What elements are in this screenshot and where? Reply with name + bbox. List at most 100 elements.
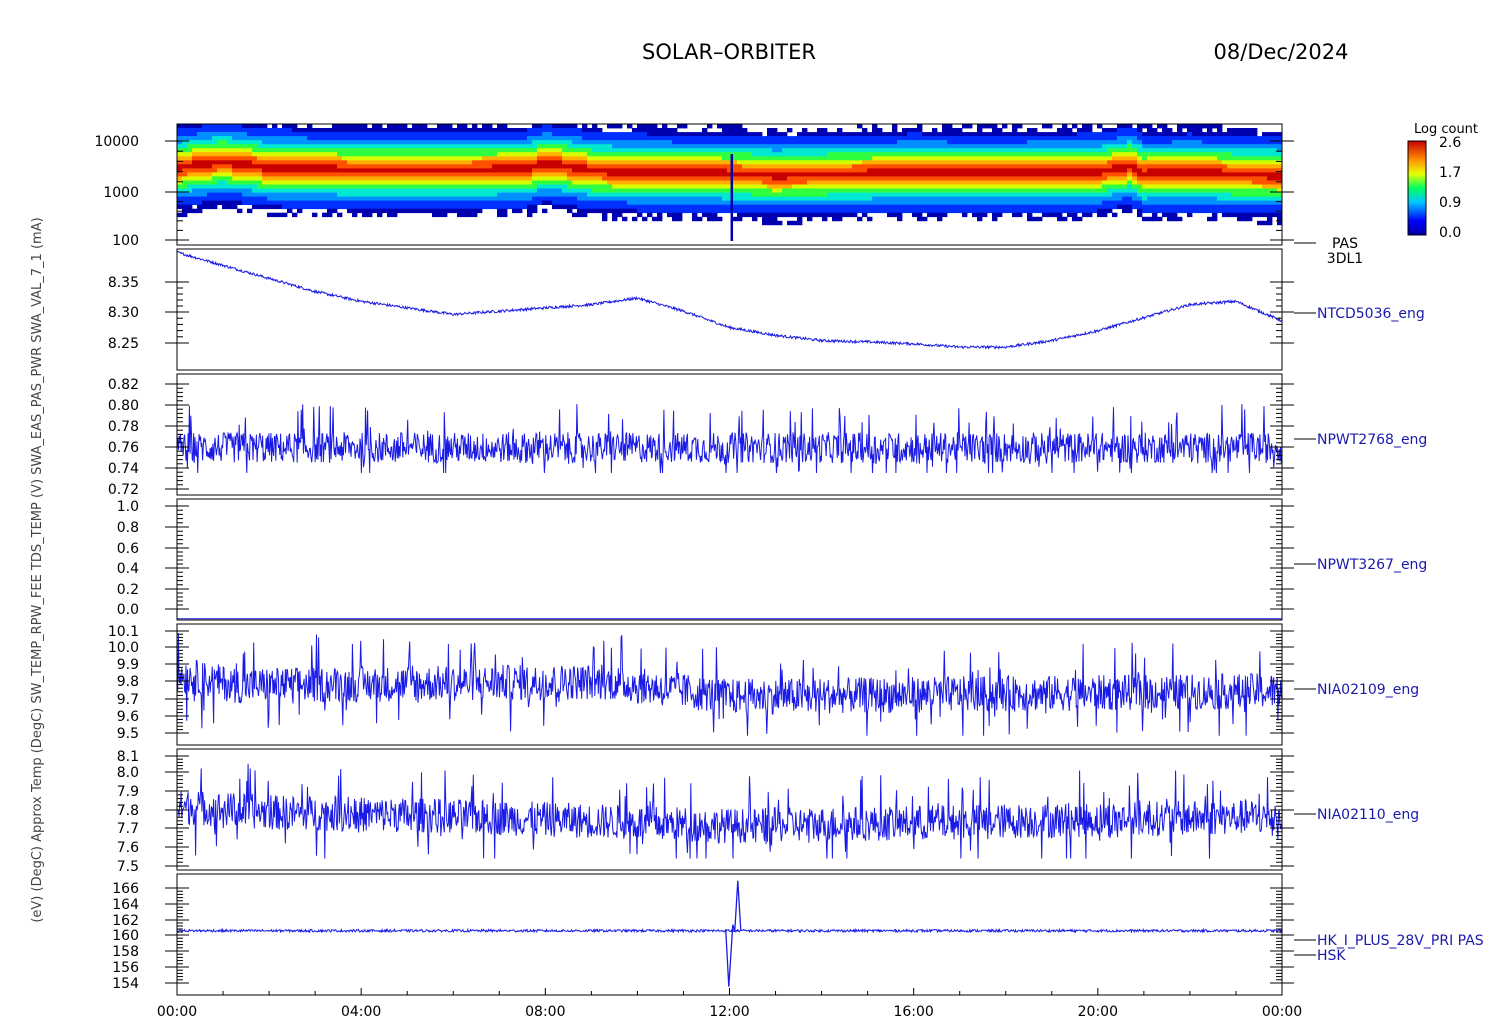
spectrogram-cell [1252, 140, 1258, 145]
spectrogram-cell [307, 196, 313, 201]
spectrogram-cell [422, 176, 428, 181]
spectrogram-cell [547, 192, 553, 197]
spectrogram-cell [822, 168, 828, 173]
spectrogram-cell [437, 148, 443, 153]
spectrogram-cell [922, 200, 928, 205]
spectrogram-cell [1022, 208, 1028, 214]
spectrogram-cell [1172, 160, 1178, 165]
spectrogram-cell [1272, 148, 1278, 153]
spectrogram-cell [1152, 176, 1158, 181]
spectrogram-cell [1007, 204, 1013, 210]
spectrogram-cell [637, 192, 643, 197]
spectrogram-cell [477, 180, 483, 185]
spectrogram-cell [857, 156, 863, 161]
spectrogram-cell [792, 220, 798, 226]
spectrogram-cell [512, 156, 518, 161]
spectrogram-cell [677, 192, 683, 197]
spectrogram-cell [247, 136, 253, 141]
spectrogram-cell [502, 156, 508, 161]
spectrogram-cell [577, 168, 583, 173]
spectrogram-cell [1127, 124, 1133, 129]
spectrogram-cell [782, 136, 788, 141]
spectrogram-cell [1147, 144, 1153, 149]
spectrogram-cell [812, 144, 818, 149]
spectrogram-cell [972, 164, 978, 169]
spectrogram-cell [292, 204, 298, 210]
spectrogram-cell [817, 156, 823, 161]
spectrogram-cell [192, 196, 198, 201]
spectrogram-cell [362, 208, 368, 214]
spectrogram-cell [1017, 124, 1023, 129]
spectrogram-cell [602, 156, 608, 161]
spectrogram-cell [582, 208, 588, 214]
spectrogram-cell [497, 160, 503, 165]
spectrogram-cell [387, 144, 393, 149]
spectrogram-cell [447, 176, 453, 181]
spectrogram-cell [567, 136, 573, 141]
spectrogram-cell [367, 128, 373, 133]
spectrogram-cell [762, 220, 768, 226]
spectrogram-cell [952, 128, 958, 133]
spectrogram-cell [287, 200, 293, 205]
spectrogram-cell [522, 172, 528, 177]
spectrogram-cell [242, 192, 248, 197]
spectrogram-cell [622, 176, 628, 181]
spectrogram-cell [647, 200, 653, 205]
spectrogram-cell [1162, 184, 1168, 189]
spectrogram-cell [572, 192, 578, 197]
spectrogram-cell [432, 196, 438, 201]
spectrogram-cell [1157, 188, 1163, 193]
spectrogram-cell [727, 208, 733, 214]
spectrogram-cell [272, 144, 278, 149]
spectrogram-cell [202, 180, 208, 185]
spectrogram-cell [677, 132, 683, 137]
spectrogram-cell [217, 180, 223, 185]
spectrogram-cell [602, 136, 608, 141]
spectrogram-cell [1117, 156, 1123, 161]
spectrogram-cell [572, 148, 578, 153]
spectrogram-cell [647, 148, 653, 153]
spectrogram-cell [182, 156, 188, 161]
spectrogram-cell [497, 192, 503, 197]
spectrogram-cell [427, 140, 433, 145]
spectrogram-cell [1237, 160, 1243, 165]
spectrogram-cell [357, 204, 363, 210]
spectrogram-cell [767, 164, 773, 169]
spectrogram-cell [1277, 156, 1283, 161]
spectrogram-cell [392, 204, 398, 210]
spectrogram-cell [662, 192, 668, 197]
spectrogram-cell [337, 140, 343, 145]
spectrogram-cell [732, 124, 738, 129]
spectrogram-cell [1007, 192, 1013, 197]
spectrogram-cell [567, 184, 573, 189]
spectrogram-cell [1207, 128, 1213, 133]
spectrogram-cell [482, 124, 488, 129]
spectrogram-cell [367, 132, 373, 137]
spectrogram-cell [962, 164, 968, 169]
spectrogram-cell [1132, 180, 1138, 185]
spectrogram-cell [367, 152, 373, 157]
spectrogram-cell [192, 128, 198, 133]
spectrogram-cell [622, 208, 628, 214]
spectrogram-cell [797, 208, 803, 214]
spectrogram-cell [327, 188, 333, 193]
spectrogram-cell [177, 132, 183, 137]
spectrogram-cell [937, 156, 943, 161]
spectrogram-cell [372, 176, 378, 181]
spectrogram-cell [1247, 156, 1253, 161]
spectrogram-cell [1182, 132, 1188, 137]
spectrogram-cell [572, 124, 578, 129]
spectrogram-cell [1117, 136, 1123, 141]
spectrogram-cell [537, 136, 543, 141]
spectrogram-cell [707, 188, 713, 193]
spectrogram-cell [352, 184, 358, 189]
spectrogram-cell [582, 168, 588, 173]
spectrogram-cell [1227, 200, 1233, 205]
spectrogram-cell [427, 172, 433, 177]
spectrogram-cell [357, 184, 363, 189]
spectrogram-cell [1277, 200, 1283, 205]
spectrogram-cell [1047, 176, 1053, 181]
spectrogram-cell [322, 140, 328, 145]
spectrogram-cell [1192, 196, 1198, 201]
spectrogram-cell [707, 216, 713, 222]
